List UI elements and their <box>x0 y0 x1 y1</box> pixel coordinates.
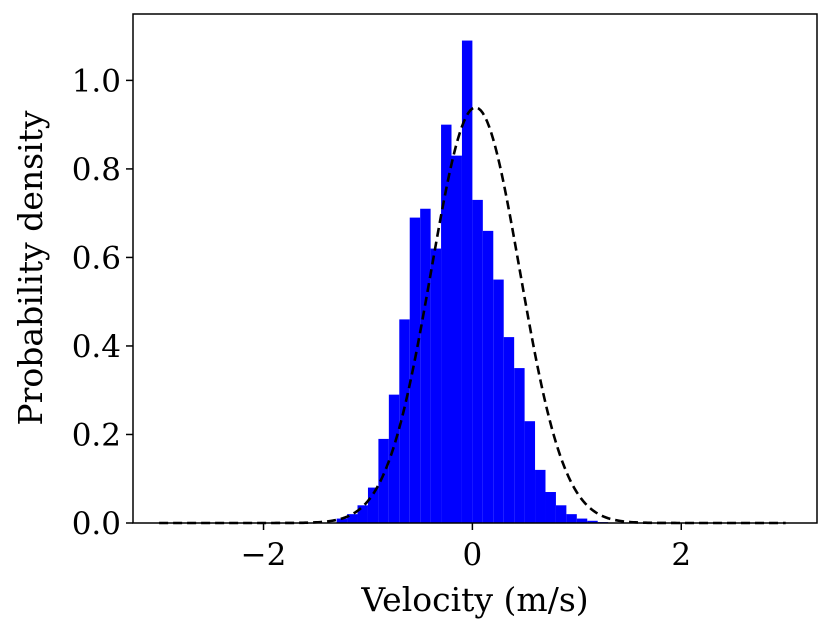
y-tick-label: 0.0 <box>72 506 121 542</box>
x-axis-label: Velocity (m/s) <box>360 580 588 619</box>
histogram-bars <box>336 40 609 524</box>
x-axis-ticks: −2 0 2 <box>241 523 691 573</box>
histogram-bar <box>514 368 525 523</box>
y-tick-label: 0.4 <box>72 329 121 365</box>
y-axis-label: Probability density <box>11 110 50 425</box>
histogram-bar <box>535 469 546 523</box>
histogram-bar <box>336 518 348 523</box>
histogram-bar <box>461 40 473 524</box>
histogram-bar <box>430 248 442 523</box>
histogram-bar <box>451 155 462 524</box>
histogram-bar <box>378 438 389 523</box>
y-tick-label: 0.6 <box>72 240 121 276</box>
x-tick-label: −2 <box>241 537 287 573</box>
histogram-bar <box>482 230 494 523</box>
histogram-bar <box>388 394 400 523</box>
histogram-bar <box>524 421 536 523</box>
histogram-bar <box>472 199 483 524</box>
histogram-bar <box>587 520 598 523</box>
histogram-bar <box>357 505 368 523</box>
x-tick-label: 0 <box>463 537 483 573</box>
y-tick-label: 0.2 <box>72 417 121 453</box>
histogram-bar <box>503 337 515 523</box>
y-tick-label: 1.0 <box>72 63 121 99</box>
histogram-bar <box>545 492 556 523</box>
histogram-bar <box>441 124 452 524</box>
x-tick-label: 2 <box>671 537 691 573</box>
histogram-bar <box>555 505 567 523</box>
y-axis-ticks: 0.0 0.2 0.4 0.6 0.8 1.0 <box>72 63 133 542</box>
y-tick-label: 0.8 <box>72 152 121 188</box>
histogram-bar <box>576 518 588 523</box>
histogram-bar <box>493 279 504 523</box>
histogram-bar <box>399 319 410 523</box>
histogram-bar <box>420 208 431 523</box>
histogram-bar <box>566 514 577 523</box>
histogram-bar <box>367 487 379 523</box>
plot-frame <box>132 13 818 524</box>
histogram-bar <box>347 514 358 523</box>
histogram-bar <box>409 217 421 523</box>
